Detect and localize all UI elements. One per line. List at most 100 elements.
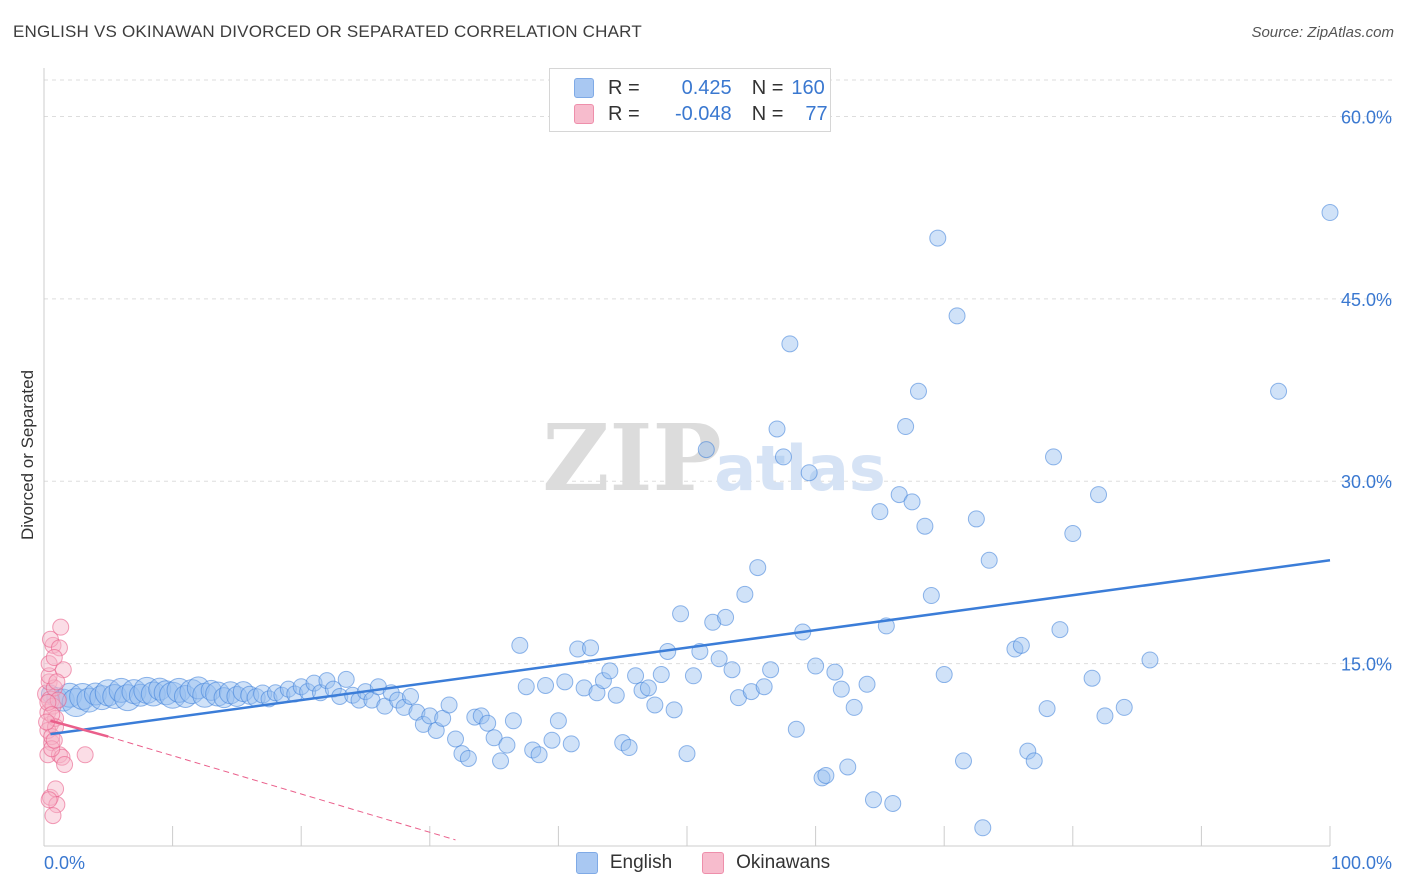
legend-n-value: 77 — [805, 102, 828, 125]
english-point — [768, 420, 786, 438]
english-point — [549, 712, 567, 730]
legend-r-value: 0.425 — [681, 76, 732, 99]
english-point — [1096, 707, 1114, 725]
english-point — [133, 676, 161, 704]
english-point — [967, 510, 985, 528]
english-point — [472, 707, 490, 725]
english-point — [736, 585, 754, 603]
correlation-legend: R = 0.425 N = 160 R = -0.048 N = 77 — [549, 68, 831, 132]
legend-r-value: -0.048 — [674, 102, 732, 125]
english-point — [935, 666, 953, 684]
english-point — [672, 605, 690, 623]
series-legend: English Okinawans — [0, 852, 1406, 874]
english-point — [562, 735, 580, 753]
english-point — [817, 766, 835, 784]
english-point — [974, 819, 992, 837]
english-point — [266, 684, 284, 702]
english-point — [575, 679, 593, 697]
english-point — [697, 441, 715, 459]
english-point — [492, 752, 510, 770]
english-point — [318, 672, 336, 690]
english-point — [749, 559, 767, 577]
legend-label-okinawans: Okinawans — [736, 852, 831, 873]
english-point — [1090, 486, 1108, 504]
english-point — [665, 701, 683, 719]
english-point — [954, 752, 972, 770]
okinawan-point — [48, 673, 66, 691]
okinawan-trend-line — [50, 719, 109, 738]
english-point — [511, 636, 529, 654]
okinawan-point — [76, 746, 94, 764]
watermark-atlas: atlas — [714, 432, 885, 505]
legend-row-english: R = 0.425 N = 160 — [574, 76, 825, 100]
english-point — [447, 730, 465, 748]
english-point — [159, 681, 187, 709]
english-point — [1141, 651, 1159, 669]
english-point — [717, 608, 735, 626]
english-point — [839, 758, 857, 776]
english-point — [742, 683, 760, 701]
legend-item-okinawans[interactable]: Okinawans — [702, 852, 830, 874]
english-point — [402, 687, 420, 705]
english-point — [1270, 382, 1288, 400]
english-point — [504, 712, 522, 730]
english-point — [832, 680, 850, 698]
okinawan-point — [52, 618, 70, 636]
y-tick-label: 15.0% — [1341, 655, 1392, 675]
english-point — [826, 663, 844, 681]
english-point — [922, 587, 940, 605]
english-point — [755, 678, 773, 696]
english-point — [594, 672, 612, 690]
english-point — [537, 677, 555, 695]
english-point — [916, 517, 934, 535]
english-point — [762, 661, 780, 679]
english-point — [607, 686, 625, 704]
english-point — [1321, 204, 1339, 222]
legend-n-value: 160 — [791, 76, 825, 99]
english-point — [929, 229, 947, 247]
english-point — [556, 673, 574, 691]
english-point — [1115, 698, 1133, 716]
x-tick-label-min: 0.0% — [44, 853, 85, 873]
watermark-zip: ZIP — [542, 404, 721, 512]
legend-swatch-english — [575, 852, 598, 874]
english-point — [633, 681, 651, 699]
english-point — [909, 382, 927, 400]
english-point — [305, 674, 323, 692]
chart-title: ENGLISH VS OKINAWAN DIVORCED OR SEPARATE… — [13, 22, 642, 41]
english-point — [324, 680, 342, 698]
english-point — [1038, 700, 1056, 718]
okinawan-point — [50, 639, 68, 657]
okinawan-point — [41, 630, 59, 648]
english-point — [652, 666, 670, 684]
english-point — [1012, 636, 1030, 654]
english-point — [479, 714, 497, 732]
english-point — [1025, 752, 1043, 770]
english-point — [498, 736, 516, 754]
english-point — [543, 731, 561, 749]
english-point — [337, 670, 355, 688]
english-point — [897, 418, 915, 436]
english-point — [864, 791, 882, 809]
english-point — [421, 707, 439, 725]
source-label: Source: ZipAtlas.com — [1251, 24, 1394, 41]
english-point — [903, 493, 921, 511]
english-point — [389, 691, 407, 709]
english-point — [459, 749, 477, 767]
legend-item-english[interactable]: English — [575, 852, 672, 874]
english-point — [1083, 669, 1101, 687]
english-point — [948, 307, 966, 325]
english-point — [858, 675, 876, 693]
english-point — [845, 698, 863, 716]
english-point — [781, 335, 799, 353]
english-point — [884, 794, 902, 812]
okinawan-point — [45, 649, 63, 667]
english-point — [871, 503, 889, 521]
legend-r-label: R = — [608, 102, 640, 125]
english-point — [710, 650, 728, 668]
english-point — [787, 720, 805, 738]
english-point — [166, 677, 192, 703]
english-point — [627, 667, 645, 685]
legend-r-label: R = — [608, 76, 640, 99]
